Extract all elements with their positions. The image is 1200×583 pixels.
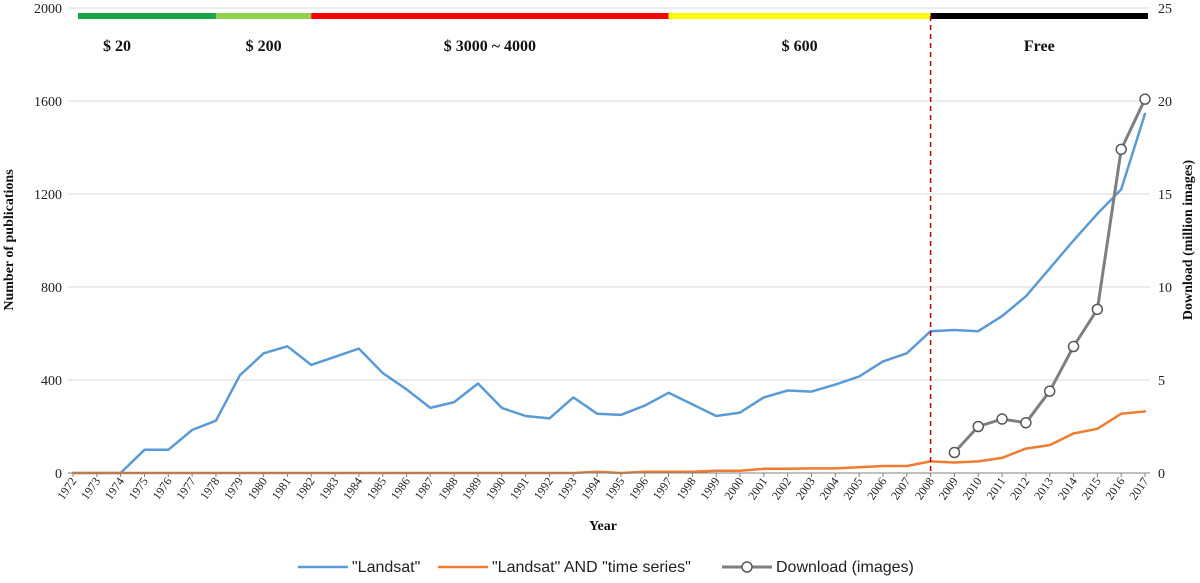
price-band-bar [78, 13, 216, 19]
y2-tick-label: 20 [1158, 95, 1172, 110]
price-band-label: $ 3000 ~ 4000 [444, 38, 536, 55]
series-line [71, 410, 1147, 475]
x-tick-label: 2007 [888, 475, 913, 503]
legend: "Landsat" "Landsat" AND "time series" Down… [298, 559, 914, 576]
right-axis-ticks: 0 5 10 15 20 25 [1158, 2, 1172, 482]
download-point [996, 413, 1008, 425]
x-tick-label: 1997 [650, 475, 675, 503]
y2-tick-label: 10 [1158, 281, 1172, 296]
x-tick-label: 1987 [412, 475, 437, 503]
y-tick-label: 1600 [34, 95, 62, 110]
y2-axis-title: Download (million images) [1181, 160, 1196, 321]
x-tick-label: 2006 [864, 475, 889, 503]
x-tick-label: 2016 [1102, 475, 1127, 503]
x-tick-label: 1999 [697, 475, 722, 503]
x-tick-label: 1980 [245, 475, 270, 503]
x-tick-label: 1990 [483, 475, 508, 503]
x-tick-label: 2012 [1007, 475, 1032, 503]
x-tick-label: 2001 [745, 475, 770, 503]
series-group [71, 93, 1151, 475]
x-tick-label: 1991 [507, 475, 532, 503]
left-axis-ticks: 0 400 800 1200 1600 2000 [34, 2, 62, 482]
x-tick-label: 1982 [292, 475, 317, 503]
x-tick-label: 1977 [173, 475, 198, 503]
x-tick-label: 1988 [435, 475, 460, 503]
x-tick-label: 1975 [126, 475, 151, 503]
price-band-bar [930, 13, 1148, 19]
y-tick-label: 1200 [34, 188, 62, 203]
x-tick-label: 1981 [269, 475, 294, 503]
price-band-label: $ 20 [103, 38, 131, 55]
legend-marker [741, 561, 753, 573]
price-band-label: $ 600 [782, 38, 818, 55]
price-band-bar [215, 13, 312, 19]
x-tick-label: 1978 [197, 475, 222, 503]
y-tick-label: 0 [55, 467, 62, 482]
x-tick-label: 1994 [578, 475, 603, 503]
x-tick-label: 1992 [531, 475, 556, 503]
download-point [1115, 143, 1127, 156]
price-band-label: Free [1024, 38, 1055, 55]
price-band-bar [311, 13, 669, 19]
x-tick-label: 1985 [364, 475, 389, 503]
x-axis-ticks: 1972197319741975197619771978197919801981… [54, 473, 1151, 502]
x-tick-label: 1993 [554, 475, 579, 503]
y-axis-title: Number of publications [2, 169, 17, 311]
x-tick-label: 2017 [1126, 475, 1151, 503]
x-tick-label: 2009 [936, 475, 961, 503]
y-tick-label: 800 [41, 281, 62, 296]
y2-tick-label: 25 [1158, 2, 1172, 17]
y2-tick-label: 5 [1158, 374, 1165, 389]
download-point [1139, 93, 1151, 105]
download-point [1043, 385, 1056, 397]
y2-tick-label: 15 [1158, 188, 1172, 203]
x-tick-label: 2000 [721, 475, 746, 503]
x-tick-label: 1983 [316, 475, 341, 503]
x-tick-label: 2005 [840, 475, 865, 503]
x-tick-label: 1998 [674, 475, 699, 503]
x-tick-label: 1976 [150, 475, 175, 503]
download-point [1067, 340, 1080, 353]
legend-label: "Landsat" [352, 559, 420, 576]
x-tick-label: 2014 [1055, 475, 1080, 503]
x-tick-label: 1989 [459, 475, 484, 503]
x-axis-title: Year [589, 519, 617, 534]
x-tick-label: 1995 [602, 475, 627, 503]
gridlines [68, 7, 1150, 381]
y2-tick-label: 0 [1158, 467, 1165, 482]
x-tick-label: 1986 [388, 475, 413, 503]
x-tick-label: 1974 [102, 475, 127, 503]
x-tick-label: 2002 [769, 475, 794, 503]
series-line [71, 112, 1147, 475]
x-tick-label: 1973 [78, 475, 103, 503]
x-tick-label: 2008 [912, 475, 937, 503]
x-tick-label: 1984 [340, 475, 365, 503]
x-tick-label: 2004 [817, 475, 842, 503]
x-tick-label: 2003 [793, 475, 818, 503]
price-band-label: $ 200 [246, 38, 282, 55]
x-tick-label: 2011 [984, 475, 1009, 502]
download-point [1020, 417, 1032, 429]
legend-label: "Landsat" AND "time series" [492, 559, 691, 576]
price-bands: $ 20 $ 200 $ 3000 ~ 4000 $ 600 Free [78, 13, 1148, 55]
download-point [972, 420, 984, 433]
x-tick-label: 2015 [1079, 475, 1104, 503]
y-tick-label: 400 [41, 374, 62, 389]
legend-label: Download (images) [776, 559, 914, 576]
x-tick-label: 1996 [626, 475, 651, 503]
x-tick-label: 2013 [1031, 475, 1056, 503]
x-tick-label: 2010 [959, 475, 984, 503]
download-point [948, 446, 961, 459]
y-tick-label: 2000 [34, 2, 62, 17]
price-band-bar [668, 13, 931, 19]
x-tick-label: 1979 [221, 475, 246, 503]
download-point [1091, 303, 1104, 316]
